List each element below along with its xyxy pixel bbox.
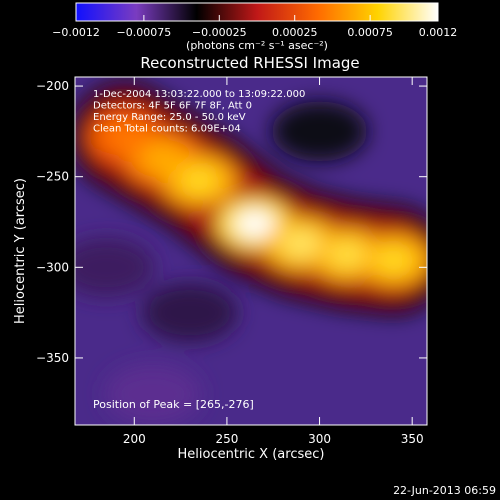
colorbar-tick-label: 0.00075 bbox=[347, 26, 393, 39]
x-tick-label: 300 bbox=[308, 432, 331, 446]
heatmap-peak bbox=[240, 209, 269, 238]
heatmap-ridge-core bbox=[327, 240, 368, 269]
annotation-line: Energy Range: 25.0 - 50.0 keV bbox=[93, 112, 246, 123]
colorbar-tick-label: −0.00075 bbox=[117, 26, 172, 39]
colorbar-tick-label: −0.00025 bbox=[192, 26, 247, 39]
y-tick-label: −200 bbox=[36, 79, 69, 93]
x-tick-label: 200 bbox=[123, 432, 146, 446]
heatmap-ridge-core bbox=[142, 144, 183, 173]
heatmap-ridge-core bbox=[105, 122, 146, 151]
heatmap-negative-region bbox=[271, 101, 368, 162]
heatmap-ridge-core bbox=[179, 166, 220, 195]
heatmap-image bbox=[75, 77, 427, 425]
chart-title: Reconstructed RHESSI Image bbox=[140, 54, 359, 72]
colorbar-tick-label: 0.0012 bbox=[419, 26, 458, 39]
colorbar-unit-label: (photons cm⁻² s⁻¹ asec⁻²) bbox=[186, 39, 328, 52]
plot-frame bbox=[74, 76, 428, 426]
heatmap-negative-region bbox=[75, 237, 155, 298]
heatmap-ridge-core bbox=[281, 229, 322, 258]
x-tick-label: 250 bbox=[215, 432, 238, 446]
y-axis-label: Heliocentric Y (arcsec) bbox=[13, 178, 28, 324]
axis-ticks: 200 250 300 350 −200 −250 −300 −350 bbox=[36, 77, 427, 446]
heatmap-negative-region bbox=[141, 282, 238, 343]
annotation-line: Detectors: 4F 5F 6F 7F 8F, Att 0 bbox=[93, 101, 252, 112]
colorbar bbox=[75, 2, 439, 22]
y-tick-label: −350 bbox=[36, 351, 69, 365]
annotation-line: 1-Dec-2004 13:03:22.000 to 13:09:22.000 bbox=[93, 89, 305, 100]
annotation-line: Clean Total counts: 6.09E+04 bbox=[93, 124, 241, 135]
x-tick-label: 350 bbox=[401, 432, 424, 446]
heatmap-ridge-core bbox=[373, 246, 414, 275]
y-tick-label: −250 bbox=[36, 170, 69, 184]
y-tick-label: −300 bbox=[36, 260, 69, 274]
heatmap-negative-region bbox=[104, 364, 201, 425]
colorbar-tick-label: 0.00025 bbox=[272, 26, 318, 39]
peak-position-label: Position of Peak = [265,-276] bbox=[93, 398, 254, 411]
colorbar-ticks: −0.0012 −0.00075 −0.00025 0.00025 0.00075 0.0… bbox=[52, 15, 457, 39]
timestamp: 22-Jun-2013 06:59 bbox=[393, 484, 496, 497]
annotation-block: 1-Dec-2004 13:03:22.000 to 13:09:22.000D… bbox=[93, 89, 305, 135]
colorbar-tick-label: −0.0012 bbox=[52, 26, 100, 39]
x-axis-label: Heliocentric X (arcsec) bbox=[178, 447, 325, 462]
